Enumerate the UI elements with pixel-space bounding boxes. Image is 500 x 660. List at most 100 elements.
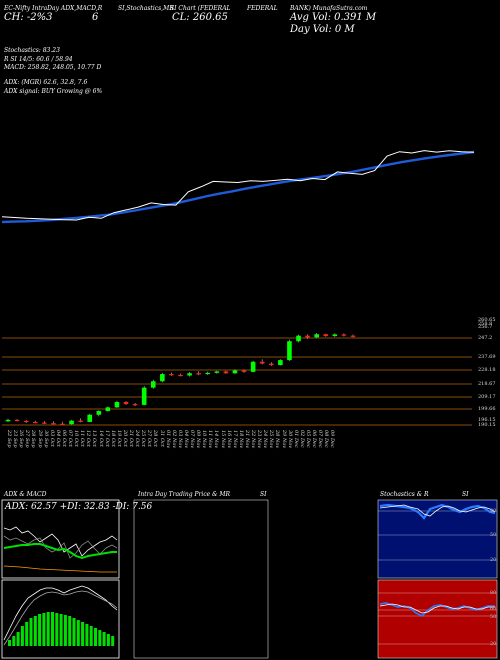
price-axis-label: 190.15 — [478, 422, 496, 428]
candle-body — [305, 335, 310, 338]
moving-average-chart — [1, 150, 475, 224]
macd-bar — [106, 634, 110, 646]
price-axis-label: 258.8 — [478, 321, 493, 327]
date-axis-label: 28 Sep — [30, 430, 37, 448]
adx-panel-values: ADX: 62.57 +DI: 32.83 -DI: 7.56 — [5, 502, 153, 512]
candle-body — [123, 402, 129, 405]
candle-body — [250, 361, 256, 372]
candle-body — [278, 360, 283, 366]
candle-body — [32, 421, 38, 424]
date-axis-label: 13 Oct — [91, 430, 98, 447]
stoch-axis-label: 20 — [490, 557, 497, 563]
candle-body — [196, 373, 201, 375]
macd-bar — [68, 616, 72, 646]
date-axis-label: 15 Nov — [219, 430, 226, 449]
close-value: CL: 260.65 — [172, 12, 228, 23]
macd-signal-line — [3, 590, 118, 646]
candle-body — [23, 420, 29, 423]
date-axis-label: 02 Nov — [170, 430, 177, 449]
change-value: CH: -2%3 — [4, 12, 53, 23]
avg-volume: Avg Vol: 0.391 M — [290, 12, 377, 23]
price-axis-label: 228.18 — [478, 367, 496, 373]
candlestick-chart — [5, 333, 356, 425]
date-axis-label: 14 Nov — [213, 430, 220, 449]
date-axis-label: 30 Nov — [286, 430, 293, 449]
date-axis-label: 14 Oct — [97, 430, 104, 447]
stochastics-panel — [377, 499, 498, 579]
date-axis-label: 20 Oct — [121, 430, 128, 447]
rsi-axis-label: 20 — [490, 641, 497, 647]
date-axis-label: 03 Nov — [176, 430, 183, 449]
candle-body — [296, 335, 301, 342]
macd-bar — [42, 613, 46, 646]
candle-body — [187, 373, 192, 376]
macd-bar — [20, 626, 24, 646]
date-axis-label: 18 Oct — [109, 430, 116, 447]
price-axis-label: 209.17 — [478, 394, 496, 400]
date-axis-label: 19 Oct — [115, 430, 122, 447]
date-axis-label: 30 Sep — [42, 430, 49, 448]
date-axis-label: 04 Nov — [182, 430, 189, 449]
rsi-axis-label: 80 — [490, 590, 497, 596]
arrow-glyph: 6 — [92, 12, 99, 23]
macd-panel — [1, 579, 120, 659]
date-axis-label: 02 Dec — [298, 430, 305, 448]
candle-body — [341, 334, 347, 336]
candle-body — [223, 371, 229, 374]
price-axis-label: 256.7 — [478, 324, 493, 330]
rsi-panel — [377, 579, 498, 659]
macd-bar — [76, 620, 80, 646]
candle-body — [350, 335, 356, 337]
macd-bar — [51, 612, 54, 646]
macd-histogram — [8, 612, 115, 646]
candle-body — [268, 363, 274, 366]
candle-body — [60, 423, 65, 425]
price-level-lines — [2, 337, 472, 426]
macd-bar — [102, 632, 106, 646]
candle-body — [214, 371, 220, 373]
adx-panel — [1, 499, 120, 579]
header-line1-mid: SI,Stochastics,MR — [118, 5, 174, 12]
candle-body — [178, 374, 183, 377]
intraday-panel-title: Intra Day Trading Price & MR — [138, 491, 231, 498]
macd-bar — [12, 636, 16, 646]
macd-bar — [72, 618, 76, 646]
date-axis-label: 09 Dec — [329, 430, 336, 448]
stoch-axis-label: 80 — [490, 508, 497, 514]
header-line1-right: FEDERAL — [247, 5, 278, 12]
candle-body — [5, 419, 11, 422]
date-axis-label: 29 Sep — [36, 430, 43, 448]
day-volume: Day Vol: 0 M — [290, 24, 355, 35]
candle-body — [78, 420, 83, 422]
price-axis-label: 260.65 — [478, 317, 496, 323]
price-line — [1, 150, 475, 221]
rsi-axis-label: 60 — [490, 606, 497, 612]
adx-line-gray — [3, 535, 118, 559]
macd-readout: MACD: 258.82, 248.05, 10.77 D — [4, 64, 102, 71]
macd-bar — [8, 640, 11, 646]
price-axis-label: 247.2 — [478, 335, 493, 341]
date-axis-label: 04 Oct — [54, 430, 61, 447]
candle-body — [14, 419, 20, 422]
candle-body — [96, 411, 102, 415]
date-axis-label: 17 Nov — [231, 430, 238, 449]
candle-body — [332, 334, 338, 337]
date-axis-label: 06 Oct — [60, 430, 67, 447]
candle-body — [114, 402, 120, 408]
candle-body — [169, 374, 174, 376]
macd-bar — [59, 614, 63, 646]
candle-body — [287, 341, 292, 361]
stoch-axis-label: 50 — [490, 532, 497, 538]
rsi-line-blue — [379, 602, 495, 617]
macd-bar — [16, 632, 20, 646]
candle-body — [105, 407, 111, 412]
intraday-panel-title2: SI — [260, 491, 267, 498]
price-axis-label: 237.69 — [478, 354, 496, 360]
adx-signal-readout: ADX signal: BUY Growing @ 6% — [4, 88, 103, 95]
candle-body — [259, 361, 265, 364]
date-axis-label: 16 Nov — [225, 430, 232, 449]
candle-body — [51, 423, 56, 425]
adx-line-orange — [3, 565, 117, 573]
header-line1-mid2: SI Chart (FEDERAL — [170, 5, 231, 12]
